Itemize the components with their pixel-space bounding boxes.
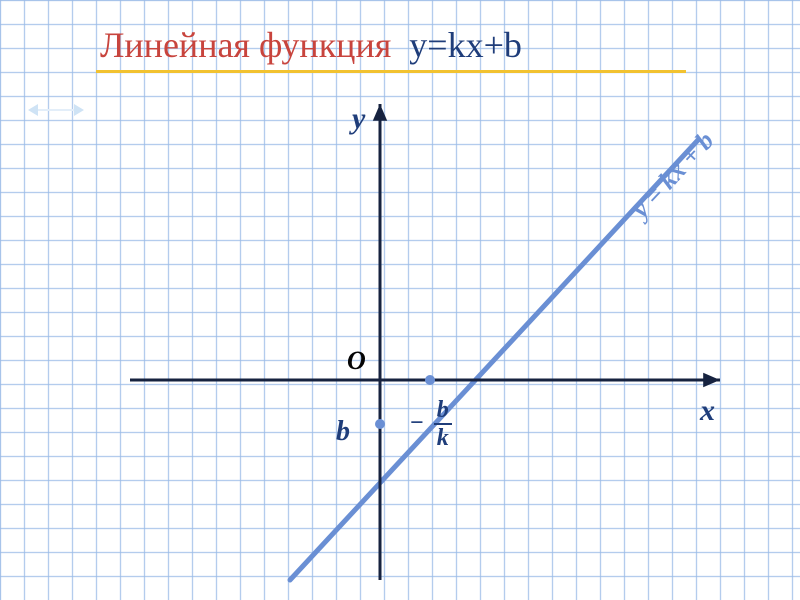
- x-axis-label: x: [700, 394, 715, 428]
- plot: [0, 0, 800, 600]
- x-intercept-label: − b k: [410, 398, 452, 450]
- fraction-numerator: b: [434, 398, 452, 423]
- fraction-denominator: k: [434, 425, 452, 450]
- minus-sign: −: [410, 410, 424, 436]
- y-axis-arrow: [373, 104, 387, 121]
- x-axis-arrow: [703, 373, 720, 387]
- fraction-b-over-k: b k: [434, 398, 452, 450]
- slide-root: Линейная функция y=kx+b x y O y = kx + b…: [0, 0, 800, 600]
- point-b-intercept: [375, 419, 385, 429]
- point-x-intercept: [425, 375, 435, 385]
- y-intercept-label: b: [336, 416, 350, 448]
- y-axis-label: y: [352, 102, 365, 136]
- origin-label: O: [347, 346, 366, 376]
